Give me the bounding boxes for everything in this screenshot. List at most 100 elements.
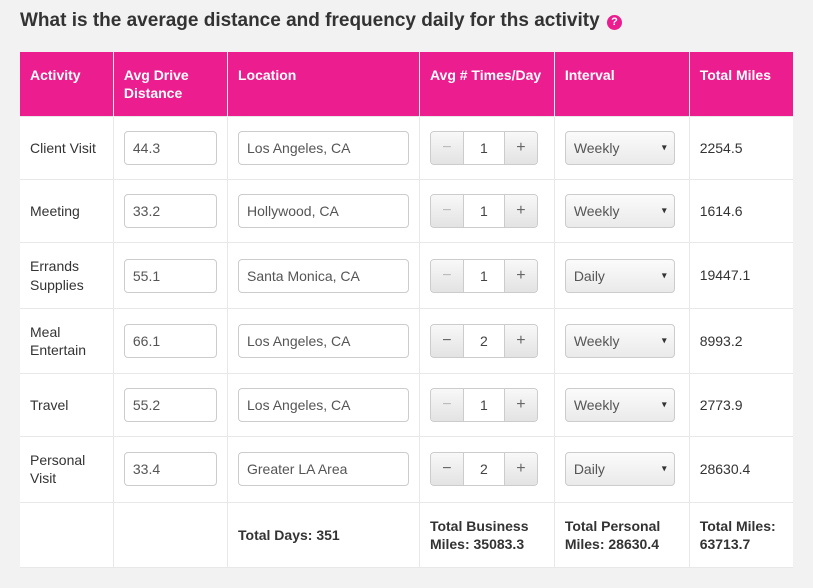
stepper-plus-button[interactable]: + bbox=[505, 325, 537, 357]
interval-cell: DailyWeeklyMonthly ▾ bbox=[554, 117, 689, 180]
location-input[interactable] bbox=[238, 194, 409, 228]
location-input[interactable] bbox=[238, 324, 409, 358]
table-row: Travel − 1 + DailyWeeklyMonthly ▾ 2773.9 bbox=[20, 374, 793, 437]
avg-distance-input[interactable] bbox=[124, 452, 217, 486]
total-miles-value: 19447.1 bbox=[700, 267, 751, 283]
interval-cell: DailyWeeklyMonthly ▾ bbox=[554, 180, 689, 243]
avg-distance-input[interactable] bbox=[124, 131, 217, 165]
table-row: Client Visit − 1 + DailyWeeklyMonthly ▾ … bbox=[20, 117, 793, 180]
stepper-value: 2 bbox=[463, 325, 505, 357]
stepper-minus-button[interactable]: − bbox=[431, 195, 463, 227]
stepper-plus-button[interactable]: + bbox=[505, 195, 537, 227]
avg-dist-cell bbox=[113, 243, 227, 308]
stepper-minus-button[interactable]: − bbox=[431, 260, 463, 292]
stepper-value: 1 bbox=[463, 195, 505, 227]
avg-distance-input[interactable] bbox=[124, 388, 217, 422]
table-row: Errands Supplies − 1 + DailyWeeklyMonthl… bbox=[20, 243, 793, 308]
stepper-value: 2 bbox=[463, 453, 505, 485]
times-stepper: − 1 + bbox=[430, 131, 538, 165]
interval-select[interactable]: DailyWeeklyMonthly bbox=[565, 259, 675, 293]
stepper-minus-button[interactable]: − bbox=[431, 389, 463, 421]
times-cell: − 1 + bbox=[419, 180, 554, 243]
stepper-value: 1 bbox=[463, 260, 505, 292]
table-row: Meeting − 1 + DailyWeeklyMonthly ▾ 1614.… bbox=[20, 180, 793, 243]
stepper-minus-button[interactable]: − bbox=[431, 453, 463, 485]
activity-cell: Travel bbox=[20, 374, 113, 437]
activity-cell: Errands Supplies bbox=[20, 243, 113, 308]
times-cell: − 1 + bbox=[419, 243, 554, 308]
activity-cell: Personal Visit bbox=[20, 437, 113, 502]
times-cell: − 1 + bbox=[419, 117, 554, 180]
interval-select[interactable]: DailyWeeklyMonthly bbox=[565, 388, 675, 422]
stepper-minus-button[interactable]: − bbox=[431, 325, 463, 357]
activity-label: Meal Entertain bbox=[30, 324, 86, 358]
avg-dist-cell bbox=[113, 117, 227, 180]
interval-select-wrap: DailyWeeklyMonthly ▾ bbox=[565, 452, 675, 486]
times-cell: − 2 + bbox=[419, 437, 554, 502]
stepper-plus-button[interactable]: + bbox=[505, 260, 537, 292]
activity-cell: Client Visit bbox=[20, 117, 113, 180]
interval-select[interactable]: DailyWeeklyMonthly bbox=[565, 131, 675, 165]
total-cell: 8993.2 bbox=[689, 308, 793, 373]
activity-label: Personal Visit bbox=[30, 452, 85, 486]
interval-cell: DailyWeeklyMonthly ▾ bbox=[554, 374, 689, 437]
stepper-plus-button[interactable]: + bbox=[505, 453, 537, 485]
interval-select-wrap: DailyWeeklyMonthly ▾ bbox=[565, 388, 675, 422]
location-input[interactable] bbox=[238, 388, 409, 422]
total-cell: 2254.5 bbox=[689, 117, 793, 180]
stepper-value: 1 bbox=[463, 132, 505, 164]
location-input[interactable] bbox=[238, 259, 409, 293]
col-total-miles: Total Miles bbox=[689, 52, 793, 117]
avg-distance-input[interactable] bbox=[124, 324, 217, 358]
times-stepper: − 2 + bbox=[430, 324, 538, 358]
activity-cell: Meeting bbox=[20, 180, 113, 243]
times-stepper: − 2 + bbox=[430, 452, 538, 486]
times-cell: − 2 + bbox=[419, 308, 554, 373]
total-miles-value: 1614.6 bbox=[700, 203, 743, 219]
page-title: What is the average distance and frequen… bbox=[20, 10, 793, 32]
table-row: Personal Visit − 2 + DailyWeeklyMonthly … bbox=[20, 437, 793, 502]
stepper-minus-button[interactable]: − bbox=[431, 132, 463, 164]
avg-distance-input[interactable] bbox=[124, 194, 217, 228]
total-miles-value: 2773.9 bbox=[700, 397, 743, 413]
interval-select[interactable]: DailyWeeklyMonthly bbox=[565, 194, 675, 228]
location-input[interactable] bbox=[238, 131, 409, 165]
footer-personal-miles: Total Personal Miles: 28630.4 bbox=[554, 502, 689, 567]
col-avg-dist: Avg Drive Distance bbox=[113, 52, 227, 117]
location-input[interactable] bbox=[238, 452, 409, 486]
total-miles-value: 28630.4 bbox=[700, 461, 751, 477]
activity-label: Travel bbox=[30, 397, 68, 413]
col-activity: Activity bbox=[20, 52, 113, 117]
interval-select-wrap: DailyWeeklyMonthly ▾ bbox=[565, 259, 675, 293]
interval-select-wrap: DailyWeeklyMonthly ▾ bbox=[565, 324, 675, 358]
activity-label: Client Visit bbox=[30, 140, 96, 156]
footer-blank-1 bbox=[20, 502, 113, 567]
times-stepper: − 1 + bbox=[430, 259, 538, 293]
help-icon[interactable]: ? bbox=[607, 15, 622, 30]
col-interval: Interval bbox=[554, 52, 689, 117]
avg-distance-input[interactable] bbox=[124, 259, 217, 293]
times-stepper: − 1 + bbox=[430, 388, 538, 422]
avg-dist-cell bbox=[113, 180, 227, 243]
interval-select-wrap: DailyWeeklyMonthly ▾ bbox=[565, 194, 675, 228]
location-cell bbox=[228, 374, 420, 437]
page-title-text: What is the average distance and frequen… bbox=[20, 10, 600, 31]
stepper-plus-button[interactable]: + bbox=[505, 132, 537, 164]
table-header-row: Activity Avg Drive Distance Location Avg… bbox=[20, 52, 793, 117]
footer-total-days: Total Days: 351 bbox=[228, 502, 420, 567]
interval-cell: DailyWeeklyMonthly ▾ bbox=[554, 243, 689, 308]
location-cell bbox=[228, 117, 420, 180]
interval-select[interactable]: DailyWeeklyMonthly bbox=[565, 452, 675, 486]
interval-cell: DailyWeeklyMonthly ▾ bbox=[554, 308, 689, 373]
activity-label: Errands Supplies bbox=[30, 258, 84, 292]
total-cell: 28630.4 bbox=[689, 437, 793, 502]
stepper-plus-button[interactable]: + bbox=[505, 389, 537, 421]
footer-business-miles: Total Business Miles: 35083.3 bbox=[419, 502, 554, 567]
interval-select[interactable]: DailyWeeklyMonthly bbox=[565, 324, 675, 358]
location-cell bbox=[228, 437, 420, 502]
total-miles-value: 2254.5 bbox=[700, 140, 743, 156]
col-times-day: Avg # Times/Day bbox=[419, 52, 554, 117]
activity-cell: Meal Entertain bbox=[20, 308, 113, 373]
activity-label: Meeting bbox=[30, 203, 80, 219]
interval-cell: DailyWeeklyMonthly ▾ bbox=[554, 437, 689, 502]
